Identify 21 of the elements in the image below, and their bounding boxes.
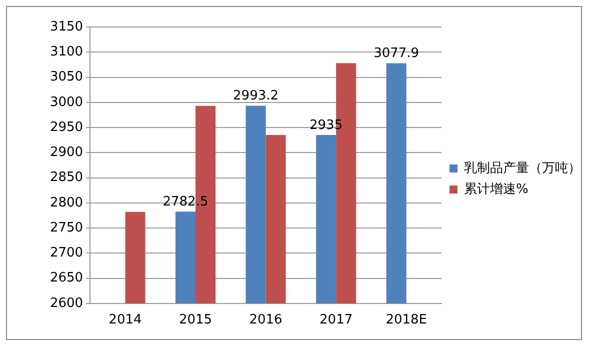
y-tick-label: 2850 <box>50 170 84 186</box>
x-tick-label: 2015 <box>178 312 212 328</box>
x-tick-label: 2017 <box>320 312 353 328</box>
y-tick-label: 2700 <box>50 246 84 261</box>
y-tick-label: 2800 <box>50 195 84 210</box>
legend-label: 乳制品产量（万吨） <box>464 160 581 176</box>
y-tick-label: 3000 <box>50 94 84 110</box>
y-tick-label: 2600 <box>50 296 84 311</box>
legend-label: 累计增速% <box>464 182 528 197</box>
y-tick-label: 3100 <box>50 44 84 60</box>
y-tick-label: 3150 <box>50 19 84 34</box>
y-tick-label: 3050 <box>50 70 84 85</box>
y-tick-label: 2650 <box>50 270 84 286</box>
data-label: 3077.9 <box>374 46 420 62</box>
x-tick-label: 2014 <box>108 312 142 328</box>
x-tick-label: 2016 <box>249 312 282 328</box>
y-tick-label: 2950 <box>50 120 84 135</box>
x-tick-label: 2018E <box>386 312 428 328</box>
y-tick-label: 2750 <box>50 220 84 236</box>
y-tick-label: 2900 <box>50 145 84 160</box>
data-label: 2993.2 <box>233 88 279 104</box>
